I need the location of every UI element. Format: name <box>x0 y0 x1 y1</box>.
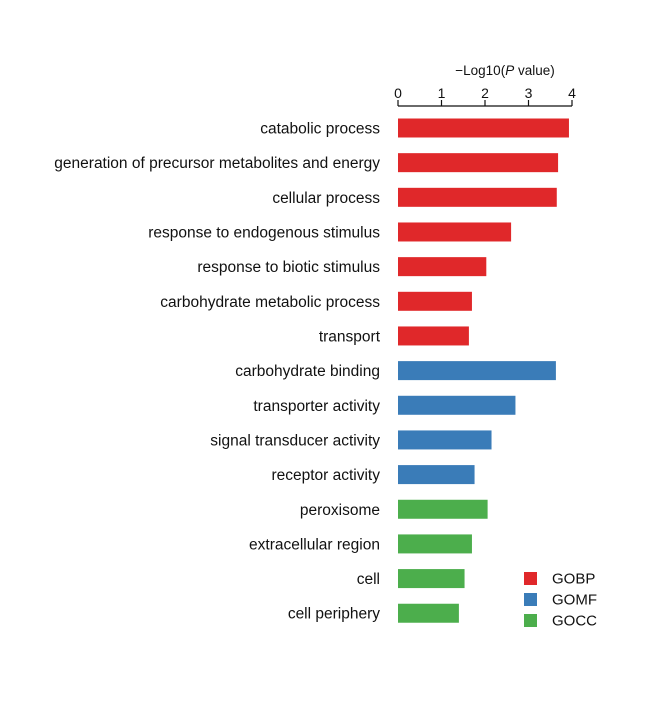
bar <box>398 118 569 138</box>
x-tick-label: 3 <box>525 85 533 101</box>
legend-label: GOCC <box>552 613 597 630</box>
category-label: response to biotic stimulus <box>197 259 380 276</box>
x-tick-label: 2 <box>481 85 489 101</box>
legend-swatch <box>524 614 537 627</box>
category-label: cell periphery <box>288 606 380 623</box>
category-label: signal transducer activity <box>210 432 380 449</box>
legend-label: GOMF <box>552 592 597 609</box>
x-axis-title: −Log10(P value) <box>455 63 554 78</box>
x-axis-title-prefix: −Log10( <box>455 63 505 78</box>
category-label: cell <box>357 571 380 588</box>
x-tick-label: 1 <box>438 85 446 101</box>
category-labels: catabolic process generation of precursor… <box>54 121 380 623</box>
x-axis: 0 1 2 3 4 <box>394 85 576 107</box>
bars <box>398 118 569 623</box>
category-label: catabolic process <box>260 121 380 138</box>
bar <box>398 499 488 519</box>
category-label: transporter activity <box>253 398 380 415</box>
bar <box>398 395 516 415</box>
category-label: response to endogenous stimulus <box>148 224 380 241</box>
bar <box>398 603 459 623</box>
x-tick-label: 0 <box>394 85 402 101</box>
bar <box>398 534 472 554</box>
category-label: peroxisome <box>300 502 380 519</box>
bar <box>398 257 487 277</box>
bar <box>398 222 512 242</box>
category-label: generation of precursor metabolites and … <box>54 155 380 172</box>
x-tick-label: 4 <box>568 85 576 101</box>
bar <box>398 326 469 346</box>
category-label: cellular process <box>272 190 380 207</box>
bar <box>398 187 557 207</box>
category-label: transport <box>319 328 381 345</box>
bar <box>398 430 492 450</box>
bar <box>398 361 556 381</box>
bar <box>398 569 465 589</box>
bar <box>398 291 472 311</box>
bar <box>398 465 475 485</box>
legend-swatch <box>524 593 537 606</box>
x-axis-title-italic: P <box>505 63 514 78</box>
x-axis-title-suffix: value) <box>514 63 555 78</box>
legend-label: GOBP <box>552 571 595 588</box>
legend: GOBP GOMF GOCC <box>524 571 597 630</box>
legend-swatch <box>524 572 537 585</box>
bar <box>398 153 559 173</box>
category-label: receptor activity <box>271 467 380 484</box>
category-label: extracellular region <box>249 536 380 553</box>
category-label: carbohydrate binding <box>235 363 380 380</box>
category-label: carbohydrate metabolic process <box>160 294 380 311</box>
